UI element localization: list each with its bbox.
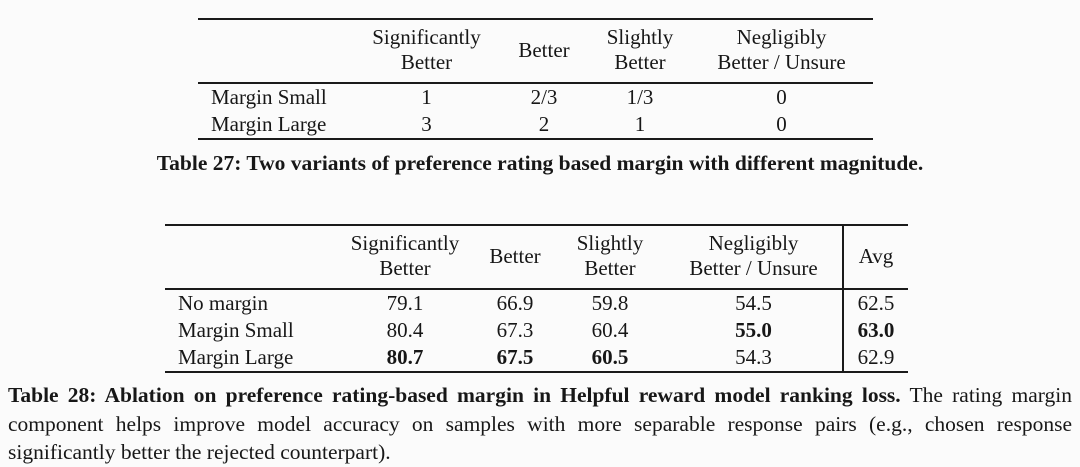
avg-value-cell: 62.9 — [842, 344, 908, 373]
table-row: Margin Small 1 2/3 1/3 0 — [198, 83, 873, 111]
value-cell: 2 — [498, 111, 590, 140]
value-cell: 1/3 — [626, 85, 654, 109]
table-28-caption: Table 28: Ablation on preference rating-… — [8, 381, 1072, 467]
table-row: No margin 79.1 66.9 59.8 54.5 62.5 — [165, 289, 908, 317]
header-cell-negligibly-better-unsure: Negligibly Better / Unsure — [690, 18, 873, 84]
header-cell-slightly-better: Slightly Better — [555, 224, 665, 290]
header-cell-better: Better — [475, 224, 555, 290]
table-row: Significantly Better Better Slightly Bet… — [198, 18, 873, 84]
table-row: Margin Small 80.4 67.3 60.4 55.0 63.0 — [165, 317, 908, 344]
row-label: Margin Small — [211, 85, 327, 109]
header-cell-significantly-better: Significantly Better — [355, 18, 498, 84]
value-cell: 54.5 — [735, 291, 772, 315]
table-27-header: Significantly Better Better Slightly Bet… — [198, 18, 873, 84]
value-cell: 1 — [421, 85, 432, 109]
row-label: No margin — [178, 291, 269, 315]
table-28-body: No margin 79.1 66.9 59.8 54.5 62.5 Margi… — [165, 289, 908, 373]
value-cell: 2/3 — [530, 85, 558, 109]
table-27: Significantly Better Better Slightly Bet… — [198, 18, 873, 140]
value-cell: 1 — [590, 111, 690, 140]
value-cell: 54.3 — [665, 344, 843, 373]
value-cell: 67.3 — [496, 318, 534, 342]
row-label: Margin Small — [178, 318, 294, 342]
value-cell: 3 — [355, 111, 498, 140]
table-row: Margin Large 80.7 67.5 60.5 54.3 62.9 — [165, 344, 908, 373]
avg-value-cell: 63.0 — [842, 317, 908, 344]
value-cell: 67.5 — [475, 344, 555, 373]
table-28-header: Significantly Better Better Slightly Bet… — [165, 224, 908, 290]
row-label: Margin Large — [198, 111, 355, 140]
table-27-body: Margin Small 1 2/3 1/3 0 Margin Large 3 … — [198, 83, 873, 140]
value-cell: 79.1 — [386, 291, 424, 315]
row-label: Margin Large — [165, 344, 335, 373]
header-cell-significantly-better: Significantly Better — [335, 224, 475, 290]
header-cell-slightly-better: Slightly Better — [590, 18, 690, 84]
header-cell-blank — [198, 18, 355, 84]
value-cell: 0 — [690, 111, 873, 140]
avg-value-cell: 62.5 — [842, 289, 908, 317]
header-cell-blank — [165, 224, 335, 290]
table-28-caption-lead: Table 28: Ablation on preference rating-… — [8, 383, 901, 407]
table-28-caption-rest: The rating margin component helps improv… — [8, 383, 1072, 464]
table-28: Significantly Better Better Slightly Bet… — [165, 224, 908, 373]
header-cell-negligibly-better-unsure: Negligibly Better / Unsure — [665, 224, 843, 290]
value-cell: 60.4 — [591, 318, 629, 342]
value-cell: 80.4 — [386, 318, 424, 342]
header-cell-avg: Avg — [842, 224, 908, 290]
header-cell-better: Better — [498, 18, 590, 84]
table-27-caption: Table 27: Two variants of preference rat… — [156, 151, 924, 175]
value-cell: 0 — [776, 85, 787, 109]
table-row: Margin Large 3 2 1 0 — [198, 111, 873, 140]
value-cell: 55.0 — [735, 318, 772, 342]
value-cell: 80.7 — [335, 344, 475, 373]
value-cell: 60.5 — [555, 344, 665, 373]
value-cell: 59.8 — [591, 291, 629, 315]
table-row: Significantly Better Better Slightly Bet… — [165, 224, 908, 290]
value-cell: 66.9 — [496, 291, 534, 315]
